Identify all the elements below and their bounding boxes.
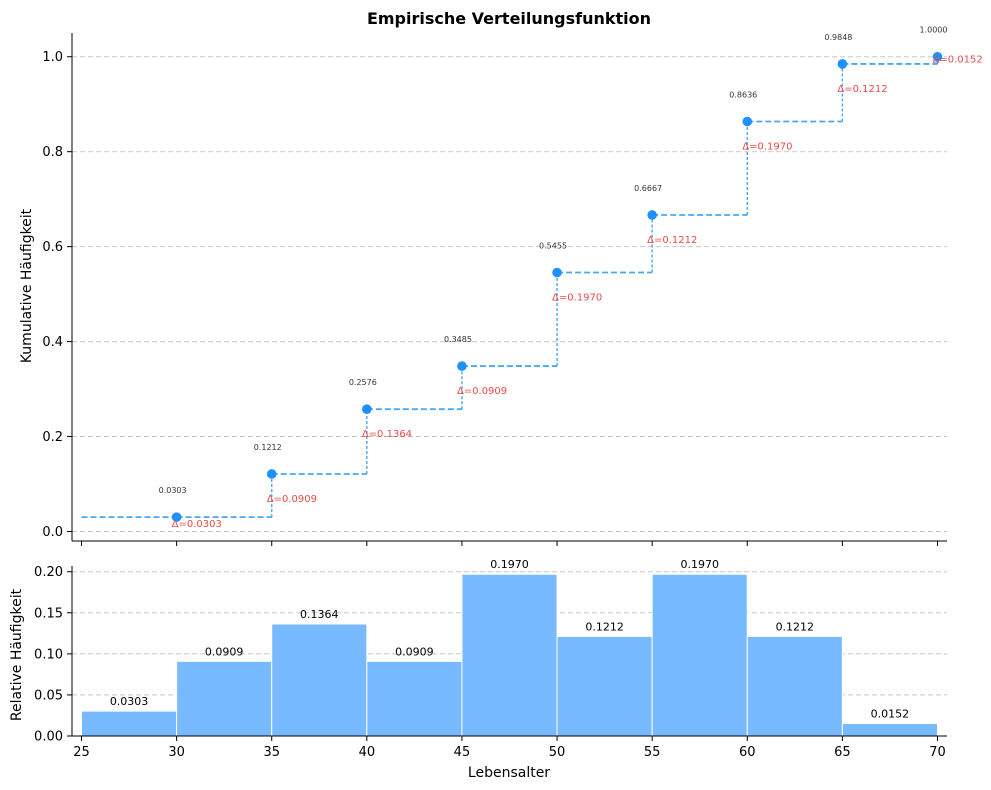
x-tick-label: 55 — [644, 745, 661, 760]
ecdf-point-label: 0.3485 — [444, 335, 472, 344]
histogram-bar — [366, 660, 463, 737]
histogram-bar-label: 0.1970 — [680, 558, 719, 571]
ecdf-point — [932, 51, 943, 62]
chart-title: Empirische Verteilungsfunktion — [367, 9, 651, 28]
ecdf-point-label: 0.5455 — [539, 242, 567, 251]
x-tick-label: 50 — [549, 745, 566, 760]
histogram-bar-label: 0.1212 — [585, 620, 624, 633]
histogram-bar — [556, 635, 653, 737]
histogram-bar-label: 0.0909 — [205, 645, 244, 658]
ecdf-delta-label: Δ=0.0152 — [932, 55, 982, 66]
ecdf-delta-label: Δ=0.0909 — [267, 494, 317, 505]
histogram-plot: 0.00 0.05 0.10 0.15 0.20 0.0303 0.0909 0.1364 0.… — [34, 558, 947, 760]
histogram-bar-label: 0.1212 — [776, 620, 815, 633]
ecdf-delta-label: Δ=0.1970 — [552, 293, 602, 304]
ecdf-point-label: 0.9848 — [824, 33, 852, 42]
y-tick-label-top: 0.8 — [42, 145, 63, 160]
ecdf-point — [171, 512, 182, 522]
histogram-bar-label: 0.1364 — [300, 608, 339, 621]
histogram-bar-label: 0.1970 — [490, 558, 529, 571]
ecdf-delta-label: Δ=0.1212 — [837, 84, 887, 95]
ecdf-point-label: 0.1212 — [254, 443, 282, 452]
x-tick-label: 65 — [834, 745, 851, 760]
x-tick-label: 40 — [359, 745, 376, 760]
y-tick-label-bottom: 0.05 — [34, 688, 63, 703]
ecdf-plot: 0.0 0.2 0.4 0.6 0.8 1.0 0.0303 Δ=0.0303 0.1212 Δ=… — [42, 26, 983, 546]
ecdf-delta-label: Δ=0.1364 — [362, 429, 412, 440]
ecdf-delta-label: Δ=0.1970 — [742, 141, 792, 152]
histogram-bar — [81, 710, 178, 737]
ecdf-delta-label: Δ=0.0303 — [172, 519, 222, 530]
y-tick-label-bottom: 0.20 — [34, 565, 63, 580]
top-y-axis-label: Kumulative Häufigkeit — [19, 208, 35, 363]
ecdf-point — [837, 59, 848, 69]
y-tick-label-top: 0.2 — [42, 430, 63, 445]
y-tick-label-top: 1.0 — [42, 50, 63, 65]
x-axis-label: Lebensalter — [468, 765, 550, 781]
histogram-bar-label: 0.0909 — [395, 645, 434, 658]
histogram-bar — [841, 723, 938, 737]
histogram-bar — [651, 573, 748, 737]
ecdf-point — [362, 404, 372, 415]
ecdf-delta-label: Δ=0.1212 — [647, 235, 697, 246]
ecdf-point-label: 0.6667 — [634, 184, 662, 193]
histogram-bar-label: 0.0303 — [110, 695, 149, 708]
x-tick-label: 60 — [739, 745, 756, 760]
ecdf-point — [742, 116, 753, 127]
ecdf-point-label: 1.0000 — [919, 26, 947, 35]
x-tick-label: 35 — [263, 745, 280, 760]
y-tick-label-top: 0.6 — [42, 240, 63, 255]
y-tick-label-top: 0.4 — [42, 335, 63, 350]
histogram-bar — [176, 660, 273, 737]
histogram-bar — [271, 623, 368, 737]
ecdf-point — [552, 267, 562, 278]
ecdf-point-label: 0.0303 — [159, 486, 187, 495]
x-tick-label: 70 — [929, 745, 946, 760]
bottom-y-axis-label: Relative Häufigkeit — [9, 588, 25, 721]
ecdf-point — [647, 210, 657, 220]
y-tick-label-bottom: 0.10 — [34, 647, 63, 662]
y-tick-label-bottom: 0.15 — [34, 606, 63, 621]
x-tick-label: 30 — [168, 745, 185, 760]
ecdf-delta-label: Δ=0.0909 — [457, 386, 507, 397]
x-tick-label: 25 — [73, 745, 90, 760]
y-tick-label-top: 0.0 — [42, 525, 63, 540]
x-tick-label: 45 — [454, 745, 471, 760]
ecdf-point-label: 0.8636 — [729, 90, 757, 99]
histogram-bar — [746, 635, 843, 737]
histogram-bar-label: 0.0152 — [871, 708, 910, 721]
ecdf-point — [457, 361, 467, 371]
y-tick-label-bottom: 0.00 — [34, 730, 63, 745]
ecdf-point — [266, 469, 277, 479]
histogram-bar — [461, 573, 558, 737]
ecdf-point-label: 0.2576 — [349, 378, 377, 387]
